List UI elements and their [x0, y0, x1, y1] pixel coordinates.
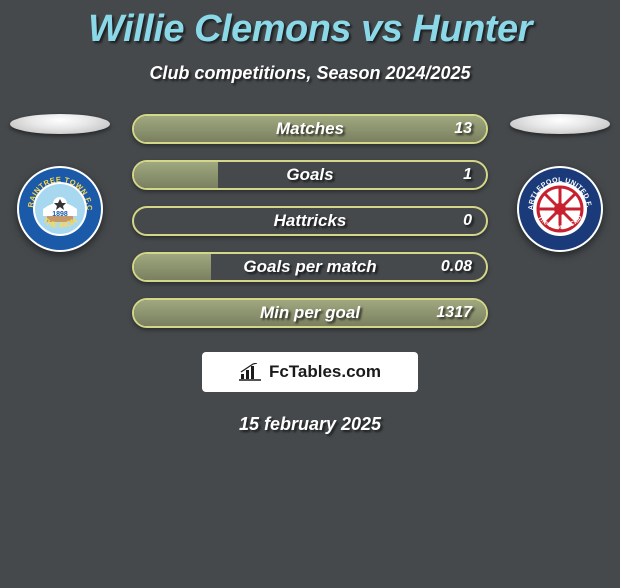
stat-bar-matches: Matches 13	[132, 114, 488, 144]
chart-icon	[239, 363, 261, 381]
stat-value: 1317	[436, 304, 472, 322]
stat-value: 1	[463, 166, 472, 184]
stat-label: Goals	[286, 165, 333, 185]
player-silhouette-left	[10, 114, 110, 134]
stat-value: 0	[463, 212, 472, 230]
left-club-logo: BRAINTREE TOWN F.C. THE IRON 1898	[17, 166, 103, 252]
braintree-logo-svg: BRAINTREE TOWN F.C. THE IRON 1898	[17, 166, 103, 252]
right-player-col: HARTLEPOOL UNITED F.C. The Town's Club	[508, 114, 612, 252]
stats-column: Matches 13 Goals 1 Hattricks 0 Goals per…	[112, 114, 508, 344]
stat-label: Min per goal	[260, 303, 360, 323]
stat-fill	[134, 162, 218, 188]
page-title: Willie Clemons vs Hunter	[0, 8, 620, 51]
subtitle: Club competitions, Season 2024/2025	[0, 63, 620, 84]
stat-bar-goals-per-match: Goals per match 0.08	[132, 252, 488, 282]
hartlepool-logo-svg: HARTLEPOOL UNITED F.C. The Town's Club	[517, 166, 603, 252]
stat-bar-hattricks: Hattricks 0	[132, 206, 488, 236]
stat-label: Goals per match	[243, 257, 376, 277]
left-player-col: BRAINTREE TOWN F.C. THE IRON 1898	[8, 114, 112, 252]
stat-label: Hattricks	[274, 211, 347, 231]
svg-text:1898: 1898	[52, 211, 68, 218]
right-club-logo: HARTLEPOOL UNITED F.C. The Town's Club	[517, 166, 603, 252]
brand-badge: FcTables.com	[202, 352, 418, 392]
stat-label: Matches	[276, 119, 344, 139]
date-line: 15 february 2025	[0, 414, 620, 435]
comparison-row: BRAINTREE TOWN F.C. THE IRON 1898 Matche…	[0, 114, 620, 344]
stat-fill	[134, 254, 211, 280]
player-silhouette-right	[510, 114, 610, 134]
stat-value: 13	[454, 120, 472, 138]
stat-value: 0.08	[441, 258, 472, 276]
stat-bar-goals: Goals 1	[132, 160, 488, 190]
stat-bar-min-per-goal: Min per goal 1317	[132, 298, 488, 328]
brand-text: FcTables.com	[269, 362, 381, 382]
